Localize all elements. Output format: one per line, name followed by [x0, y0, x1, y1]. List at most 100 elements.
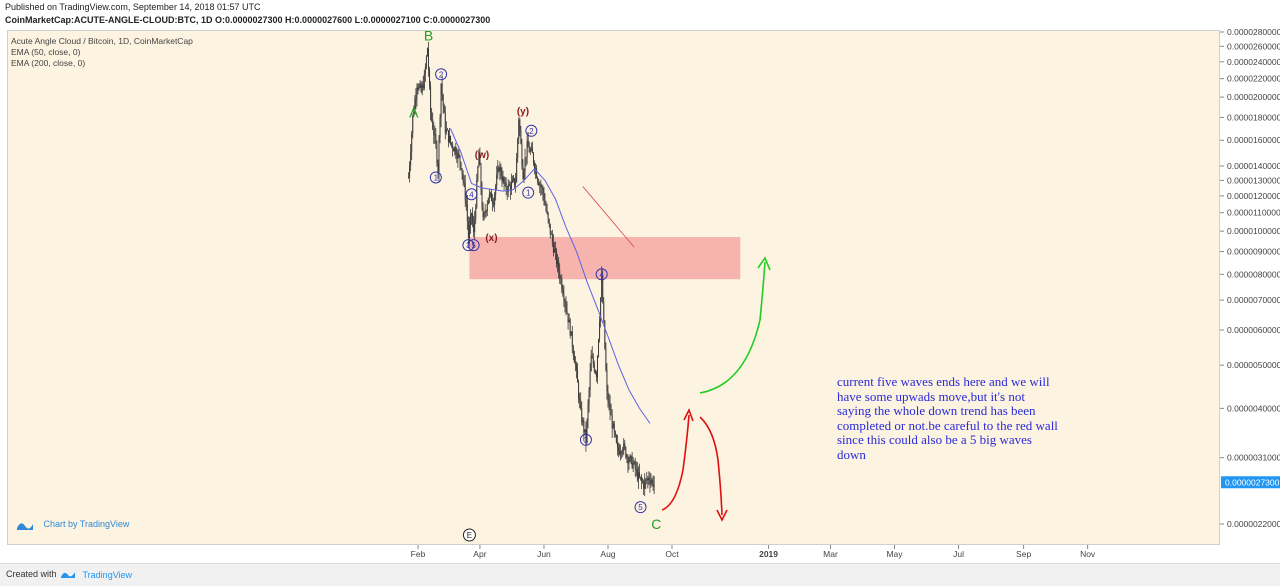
- candle-body: [524, 157, 526, 172]
- candle-body: [423, 74, 425, 89]
- candle-body: [644, 480, 646, 489]
- candle-body: [535, 168, 537, 170]
- wave-circle: [467, 239, 480, 252]
- created-with-label: Created with: [6, 569, 57, 579]
- candle-body: [547, 212, 549, 220]
- red-down-arrowhead-icon: [716, 509, 728, 522]
- price-tick-label: 0.0000070000: [1227, 295, 1280, 305]
- wave-number-label: 1: [434, 173, 439, 182]
- symbol-ohlc-line: CoinMarketCap:ACUTE-ANGLE-CLOUD:BTC, 1D …: [5, 15, 491, 25]
- candle-body: [653, 484, 655, 487]
- wave-circle: [462, 239, 475, 252]
- wave-number-label: 2: [529, 127, 534, 136]
- candle-body: [532, 153, 534, 163]
- candle-body: [415, 96, 417, 100]
- candle-body: [469, 215, 471, 226]
- candle-body: [554, 249, 556, 251]
- candle-body: [537, 177, 539, 182]
- candle-body: [556, 250, 558, 264]
- time-tick-label: Jul: [953, 549, 964, 559]
- candle-body: [567, 313, 569, 323]
- wave-number-label: 4: [599, 270, 604, 279]
- time-tick-label: Mar: [823, 549, 838, 559]
- candle-body: [418, 85, 420, 90]
- green-arrowhead-icon: [757, 256, 771, 271]
- candle-body: [519, 119, 521, 131]
- candle-body: [534, 162, 536, 170]
- candle-body: [488, 193, 490, 198]
- wave-major-label: A: [409, 104, 419, 120]
- candle-body: [493, 202, 495, 205]
- price-tick-label: 0.0000140000: [1227, 161, 1280, 171]
- corrective-wave-label: (y): [517, 106, 529, 117]
- candle-body: [440, 83, 442, 118]
- time-axis[interactable]: [7, 545, 1220, 563]
- wave-circle: [465, 188, 478, 201]
- candle-body: [505, 182, 507, 190]
- tradingview-footer-icon: [61, 572, 75, 578]
- candle-body: [546, 210, 548, 213]
- candle-body: [468, 225, 470, 239]
- candle-body: [409, 165, 411, 178]
- price-tick-label: 0.0000260000: [1227, 41, 1280, 51]
- legend-ema200[interactable]: EMA (200, close, 0): [11, 58, 86, 68]
- candle-body: [427, 48, 429, 71]
- candle-body: [563, 294, 565, 301]
- candle-body: [486, 203, 488, 212]
- candle-body: [603, 302, 605, 321]
- candle-body: [510, 182, 512, 191]
- candle-body: [518, 119, 520, 139]
- candle-body: [631, 456, 633, 468]
- candle-body: [410, 152, 412, 166]
- candle-body: [566, 309, 568, 314]
- chart-by-tradingview-badge[interactable]: Chart by TradingView: [15, 516, 129, 530]
- candle-body: [610, 413, 612, 416]
- candle-body: [607, 391, 609, 402]
- candle-body: [499, 167, 501, 171]
- candle-body: [549, 223, 551, 235]
- candle-body: [600, 297, 602, 322]
- candle-body: [420, 84, 422, 92]
- candle-body: [640, 476, 642, 478]
- chart-plot-area[interactable]: [7, 30, 1220, 545]
- candle-body: [602, 275, 604, 303]
- candle-body: [436, 143, 438, 164]
- candle-body: [538, 181, 540, 186]
- candle-body: [572, 347, 574, 356]
- candle-body: [621, 452, 623, 454]
- time-tick-label: Apr: [473, 549, 486, 559]
- price-tick-label: 0.0000110000: [1227, 208, 1280, 218]
- red-down-arrow-icon: [699, 416, 723, 516]
- legend-ema50[interactable]: EMA (50, close, 0): [11, 47, 81, 57]
- candle-body: [641, 477, 643, 481]
- candle-body: [623, 443, 625, 451]
- candle-body: [450, 136, 452, 143]
- candle-body: [650, 481, 652, 484]
- candle-body: [548, 219, 550, 224]
- candle-body: [637, 472, 639, 480]
- candle-body: [417, 87, 419, 90]
- price-tick-label: 0.0000180000: [1227, 112, 1280, 122]
- price-axis[interactable]: [1220, 30, 1280, 545]
- candle-body: [478, 152, 480, 168]
- candle-body: [414, 99, 416, 112]
- price-tick-label: 0.0000040000: [1227, 403, 1280, 413]
- candle-body: [626, 456, 628, 458]
- candle-body: [545, 204, 547, 211]
- candle-body: [408, 177, 410, 179]
- wave-circle: [579, 433, 592, 446]
- candle-body: [543, 193, 545, 202]
- candle-body: [462, 173, 464, 181]
- candle-body: [411, 133, 413, 153]
- legend-title: Acute Angle Cloud / Bitcoin, 1D, CoinMar…: [11, 36, 193, 46]
- candle-body: [455, 147, 457, 155]
- candle-body: [520, 130, 522, 144]
- candle-body: [467, 221, 469, 239]
- candle-body: [513, 178, 515, 180]
- candle-body: [573, 355, 575, 363]
- candle-body: [559, 270, 561, 279]
- badge-label: Chart by TradingView: [43, 519, 130, 529]
- price-tick-label: 0.0000120000: [1227, 191, 1280, 201]
- footer-brand[interactable]: TradingView: [60, 568, 132, 580]
- time-tick-label: Oct: [665, 549, 679, 559]
